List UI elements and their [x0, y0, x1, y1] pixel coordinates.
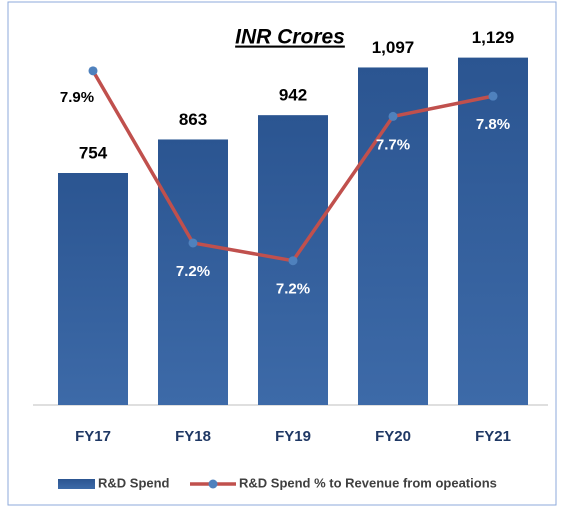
line-value-label: 7.9% [60, 89, 94, 106]
legend-label: R&D Spend % to Revenue from opeations [239, 475, 497, 490]
line-value-label: 7.7% [376, 136, 410, 153]
chart-title: INR Crores [235, 26, 345, 49]
x-tick-label: FY17 [75, 428, 111, 445]
x-tick-label: FY20 [375, 428, 411, 445]
bar-value-label: 942 [279, 86, 307, 105]
bar [58, 173, 128, 405]
x-tick-label: FY21 [475, 428, 511, 445]
line-marker [288, 256, 298, 266]
line-marker [188, 238, 198, 248]
line-value-label: 7.2% [176, 263, 210, 280]
bar [458, 57, 528, 405]
line-marker [488, 91, 498, 101]
line-marker [88, 66, 98, 76]
legend-swatch [58, 479, 95, 489]
bar-value-label: 863 [179, 110, 207, 129]
legend-label: R&D Spend [98, 475, 170, 490]
line-marker [388, 111, 398, 121]
line-value-label: 7.2% [276, 281, 310, 298]
bar-value-label: 1,129 [472, 28, 515, 47]
bar-value-label: 1,097 [372, 38, 415, 57]
bar [158, 139, 228, 405]
x-tick-label: FY18 [175, 428, 211, 445]
x-tick-label: FY19 [275, 428, 311, 445]
legend-swatch [208, 479, 218, 489]
bar [358, 67, 428, 405]
line-value-label: 7.8% [476, 116, 510, 133]
bar-value-label: 754 [79, 143, 108, 162]
frame [7, 1, 557, 506]
